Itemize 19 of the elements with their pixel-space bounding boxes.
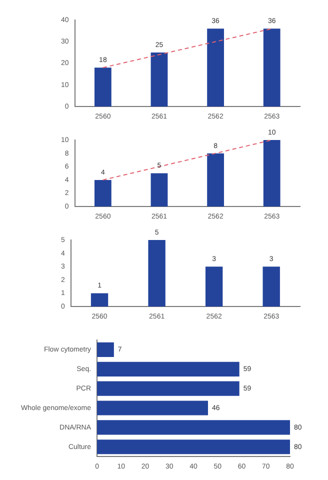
bar (97, 381, 240, 396)
bar (207, 28, 224, 107)
bar (262, 266, 280, 307)
bar (97, 400, 208, 416)
bar (148, 240, 166, 307)
bar (263, 140, 280, 207)
line-series (102, 140, 272, 180)
bar (94, 68, 112, 107)
bar (97, 342, 114, 358)
bar (97, 362, 240, 376)
bar (94, 180, 112, 207)
bar (207, 153, 224, 207)
bar (205, 266, 223, 307)
bar (150, 173, 168, 207)
bar (150, 52, 168, 107)
bar (97, 440, 290, 454)
bar (263, 28, 280, 107)
bar (90, 293, 108, 307)
bar (97, 420, 290, 435)
